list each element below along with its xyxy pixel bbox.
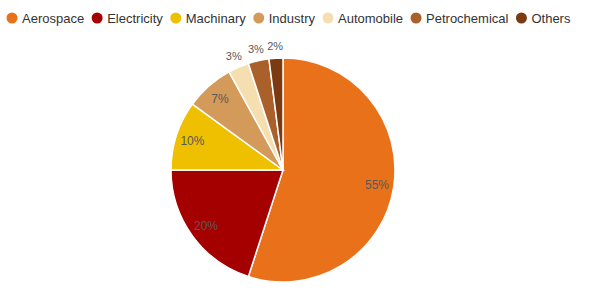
pie (171, 58, 395, 282)
data-label: 3% (226, 50, 242, 62)
legend-marker (323, 13, 334, 24)
legend-label: Petrochemical (426, 11, 508, 26)
legend-label: Industry (269, 11, 316, 26)
legend-label: Electricity (107, 11, 163, 26)
legend-marker (170, 13, 181, 24)
data-label: 55% (365, 178, 389, 192)
legend-label: Aerospace (22, 11, 84, 26)
legend-label: Others (531, 11, 571, 26)
chart: 55%20%10%7%3%3%2%AerospaceElectricityMac… (0, 0, 600, 300)
legend-marker (7, 13, 18, 24)
legend: Aerospace Electricity Machinary Industry Aut… (7, 11, 571, 26)
data-label: 2% (267, 40, 283, 52)
data-label: 10% (180, 134, 204, 148)
data-label: 7% (211, 92, 229, 106)
legend-marker (92, 13, 103, 24)
data-labels: 55%20%10%7%3%3%2% (180, 40, 389, 233)
pie-slice (248, 59, 283, 170)
legend-label: Machinary (186, 11, 246, 26)
pie-slice (171, 170, 283, 277)
legend-marker (253, 13, 264, 24)
data-label: 20% (194, 219, 218, 233)
legend-label: Automobile (338, 11, 403, 26)
data-label: 3% (248, 43, 264, 55)
legend-marker (516, 13, 527, 24)
pie-slice (269, 58, 283, 170)
legend-marker (411, 13, 422, 24)
